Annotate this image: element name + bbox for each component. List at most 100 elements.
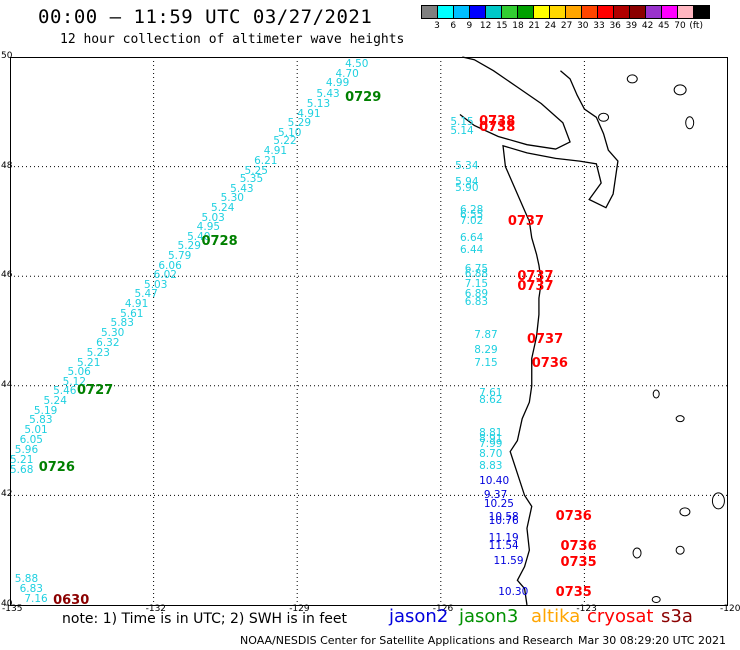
wave-height-label: 5.94 <box>455 176 479 189</box>
color-scale-label: 6 <box>450 21 457 31</box>
color-scale-label: 21 <box>528 21 540 31</box>
wave-height-label: 7.99 <box>479 437 503 450</box>
wave-height-label: 4.91 <box>263 145 288 158</box>
wave-height-label: 5.83 <box>29 414 53 427</box>
wave-height-label: 6.83 <box>19 583 43 596</box>
pass-time-label: 0736 <box>531 355 568 371</box>
lake-outline <box>651 596 661 604</box>
wave-height-label: 6.55 <box>459 209 484 222</box>
color-scale-label: 45 <box>658 21 670 31</box>
wave-height-label: 5.23 <box>86 347 110 360</box>
pass-time-label: 0737 <box>507 214 544 230</box>
wave-height-label: 7.87 <box>474 328 498 341</box>
legend-entry-s3a: s3a <box>661 606 693 627</box>
lake-outline <box>675 545 685 555</box>
wave-height-label: 5.14 <box>450 125 474 138</box>
color-scale-label: 27 <box>560 21 573 31</box>
wave-height-label: 5.21 <box>10 453 34 466</box>
wave-height-label: 11.54 <box>488 539 519 552</box>
wave-height-label: 6.89 <box>464 287 489 300</box>
credit-timestamp: Mar 30 08:29:20 UTC 2021 <box>578 634 726 647</box>
wave-height-label: 10.25 <box>483 498 514 511</box>
vancouver-island-outline <box>459 56 571 150</box>
legend-entry-jason3: jason3 <box>459 606 519 627</box>
color-scale-label: 36 <box>609 21 621 31</box>
wave-height-label: 5.21 <box>77 356 101 369</box>
lake-outline <box>673 84 687 96</box>
latitude-tick-label: 40 <box>1 599 13 609</box>
wave-height-label: 5.24 <box>211 202 235 215</box>
wave-height-label: 7.15 <box>474 356 498 369</box>
color-scale-label: 70 <box>674 21 686 31</box>
wave-height-label: 6.02 <box>153 269 177 282</box>
legend-entry-cryosat: cryosat <box>587 606 654 627</box>
color-scale-label: 12 <box>479 21 492 31</box>
pass-time-label: 0735 <box>555 584 592 600</box>
latitude-tick-label: 50 <box>1 51 13 61</box>
wave-height-label: 4.91 <box>297 107 321 120</box>
wave-height-label: 5.34 <box>455 159 479 172</box>
latitude-tick-label: 48 <box>1 160 13 171</box>
wave-height-label: 8.83 <box>479 459 503 472</box>
longitude-tick-label: -129 <box>289 604 310 614</box>
wave-height-label: 5.96 <box>14 444 39 456</box>
wave-height-label: 5.30 <box>100 327 125 340</box>
lake-outline <box>632 547 642 559</box>
wave-height-label: 5.30 <box>220 192 244 205</box>
wave-height-label: 10.76 <box>488 514 519 527</box>
wave-height-label: 5.35 <box>239 173 264 186</box>
wave-height-label: 5.13 <box>306 97 331 110</box>
wave-height-label: 5.88 <box>14 573 39 586</box>
color-scale-cell <box>693 5 710 19</box>
wave-height-label: 6.88 <box>464 268 489 281</box>
wave-height-label: 8.62 <box>479 393 503 406</box>
wave-height-label: 5.24 <box>43 395 67 408</box>
credit-organization: NOAA/NESDIS Center for Satellite Applica… <box>240 634 574 647</box>
wave-height-label: 5.15 <box>450 115 474 128</box>
wave-height-label: 5.25 <box>244 164 268 177</box>
longitude-tick-label: -123 <box>576 604 597 614</box>
pass-time-label: 0738 <box>479 113 516 129</box>
wave-height-label: 5.47 <box>134 287 158 300</box>
color-scale-label: 15 <box>496 21 508 31</box>
wave-height-label: 5.12 <box>62 375 87 388</box>
pass-time-label: 0728 <box>201 234 238 250</box>
pass-time-label: 0729 <box>345 90 382 106</box>
lake-outline <box>685 116 695 130</box>
latitude-tick-label: 44 <box>1 379 13 390</box>
wave-height-label: 7.15 <box>464 277 489 290</box>
wave-height-label: 10.30 <box>498 585 529 598</box>
wave-height-label: 5.19 <box>33 404 58 417</box>
pass-time-label: 0735 <box>560 554 597 570</box>
color-scale-labels: 3 6 9 12 15 18 21 24 27 30 33 36 39 42 45 70 (ft) <box>421 21 731 33</box>
color-scale-label: 30 <box>577 21 589 31</box>
wave-height-label: 5.10 <box>278 126 302 139</box>
wave-height-label: 5.61 <box>120 307 144 320</box>
map-frame <box>10 57 728 606</box>
legend-entry-altika: altika <box>531 606 581 627</box>
lake-outline <box>598 112 610 122</box>
color-scale-label: 3 <box>434 21 440 31</box>
wave-height-label: 5.29 <box>287 117 312 130</box>
page-title: 00:00 – 11:59 UTC 03/27/2021 <box>38 6 373 28</box>
wave-height-label: 6.75 <box>464 262 489 275</box>
lake-outline <box>711 492 725 510</box>
wave-height-label: 7.16 <box>24 593 48 606</box>
wave-height-label: 6.44 <box>459 243 484 256</box>
wave-height-label: 6.83 <box>464 295 489 308</box>
wave-height-label: 6.32 <box>96 337 120 350</box>
color-scale-label: 18 <box>512 21 524 31</box>
color-scale-label: 9 <box>466 21 473 31</box>
wave-height-label: 8.81 <box>479 427 503 440</box>
wave-height-label: 5.43 <box>316 88 340 101</box>
wave-height-label: 10.40 <box>479 474 510 487</box>
footer-note: note: 1) Time is in UTC; 2) SWH is in fe… <box>62 611 348 627</box>
page-subtitle: 12 hour collection of altimeter wave hei… <box>60 32 405 47</box>
latitude-tick-label: 42 <box>1 489 13 500</box>
wave-height-label: 6.05 <box>19 434 43 447</box>
lake-outline <box>679 507 691 517</box>
color-scale-bar <box>421 5 710 19</box>
wave-height-label: 6.64 <box>459 232 484 245</box>
wave-height-label: 4.91 <box>124 297 149 310</box>
